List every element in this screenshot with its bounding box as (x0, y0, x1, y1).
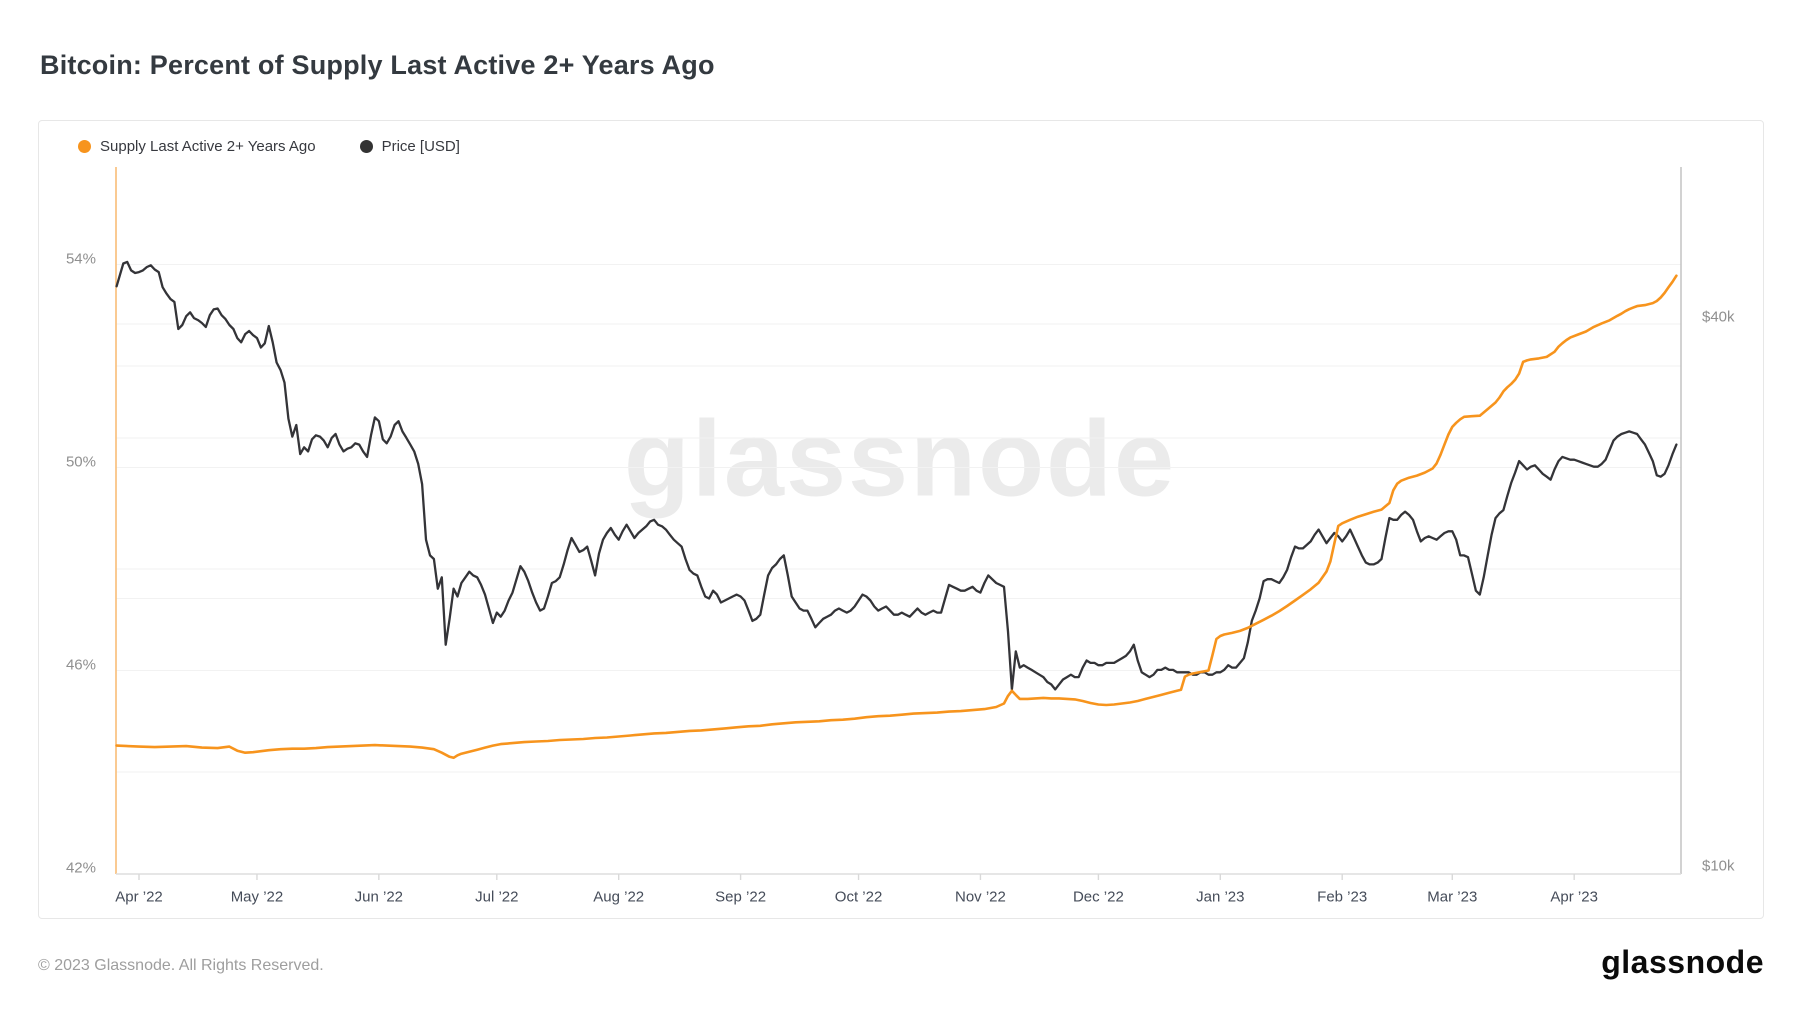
x-tick-label-Sep ’22: Sep ’22 (715, 888, 767, 906)
legend-label-price: Price [USD] (381, 138, 460, 155)
glassnode-watermark: glassnode (623, 397, 1177, 519)
x-tick-label-Mar ’23: Mar ’23 (1427, 888, 1478, 906)
x-tick-label-Apr ’23: Apr ’23 (1550, 888, 1598, 906)
x-tick-label-Jan ’23: Jan ’23 (1196, 888, 1245, 906)
x-tick-label-Apr ’22: Apr ’22 (115, 888, 163, 906)
legend-label-supply: Supply Last Active 2+ Years Ago (100, 138, 316, 155)
y-left-tick-46%: 46% (65, 656, 96, 673)
y-left-tick-50%: 50% (65, 453, 96, 470)
x-tick-label-Jun ’22: Jun ’22 (354, 888, 404, 906)
x-tick-label-Aug ’22: Aug ’22 (593, 888, 645, 906)
x-tick-label-May ’22: May ’22 (230, 888, 284, 906)
y-right-tick-$40k: $40k (1702, 308, 1735, 326)
chart-legend: Supply Last Active 2+ Years Ago Price [U… (78, 138, 460, 155)
y-left-tick-42%: 42% (65, 859, 96, 876)
y-left-tick-54%: 54% (65, 250, 96, 267)
y-right-tick-$10k: $10k (1702, 857, 1735, 875)
x-tick-label-Dec ’22: Dec ’22 (1072, 888, 1124, 906)
price-series-dot-icon (359, 140, 373, 153)
chart-card (38, 120, 1764, 919)
x-tick-label-Oct ’22: Oct ’22 (834, 888, 883, 906)
x-tick-label-Jul ’22: Jul ’22 (475, 888, 519, 906)
glassnode-logo: glassnode (1601, 944, 1764, 980)
legend-item-price[interactable]: Price [USD] (359, 138, 460, 155)
series-line-price[interactable] (115, 260, 1678, 691)
x-tick-label-Feb ’23: Feb ’23 (1317, 888, 1368, 906)
footer-copyright: © 2023 Glassnode. All Rights Reserved. (38, 957, 324, 974)
x-tick-label-Nov ’22: Nov ’22 (955, 888, 1006, 906)
supply-series-dot-icon (78, 140, 91, 153)
page-title: Bitcoin: Percent of Supply Last Active 2… (40, 50, 715, 80)
legend-item-supply[interactable]: Supply Last Active 2+ Years Ago (78, 138, 316, 155)
series-line-supply[interactable] (115, 274, 1678, 760)
